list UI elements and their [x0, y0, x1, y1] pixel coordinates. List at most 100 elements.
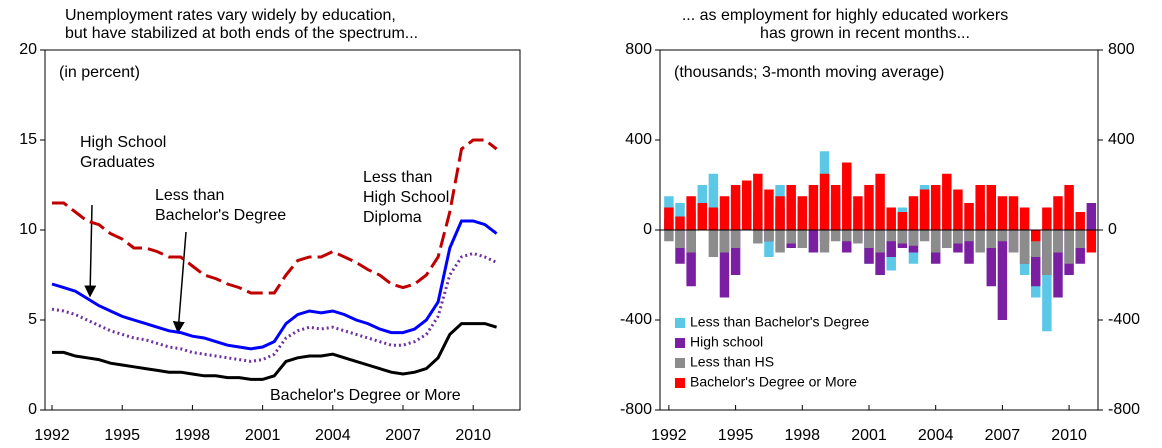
- bar: [819, 230, 830, 253]
- bar: [1053, 196, 1063, 230]
- legend-label: High school: [690, 334, 763, 350]
- chart-title: has grown in recent months...: [760, 25, 970, 42]
- bar: [897, 230, 908, 244]
- bar: [1042, 230, 1052, 332]
- arrow: [84, 204, 97, 298]
- arrow: [172, 231, 187, 334]
- y2-tick-label: 800: [1108, 41, 1135, 58]
- bar: [1008, 196, 1019, 230]
- bar: [830, 230, 841, 242]
- bar: [808, 230, 819, 253]
- bar: [741, 180, 752, 230]
- bar: [1031, 230, 1041, 287]
- bar: [1019, 230, 1030, 264]
- y-tick-label: 20: [19, 41, 37, 58]
- bar: [997, 230, 1008, 320]
- bar: [908, 196, 919, 230]
- x-tick-label: 2007: [385, 427, 421, 444]
- bar: [897, 212, 908, 230]
- bar: [1042, 230, 1052, 275]
- bar: [797, 230, 808, 248]
- y-tick-label: 5: [28, 311, 37, 328]
- bar: [719, 230, 730, 253]
- bar: [664, 230, 674, 242]
- x-tick-label: 2001: [851, 427, 887, 444]
- bar: [1053, 230, 1063, 253]
- y-tick-label: 15: [19, 131, 37, 148]
- bar: [1064, 185, 1074, 230]
- bar: [919, 230, 930, 242]
- bar: [953, 230, 963, 244]
- legend-swatch: [675, 338, 685, 348]
- bar: [1019, 207, 1030, 230]
- bar: [853, 230, 863, 244]
- bar: [1008, 230, 1019, 253]
- bar: [986, 230, 997, 248]
- bar: [908, 230, 919, 246]
- bar: [1064, 230, 1074, 264]
- bar: [964, 230, 974, 242]
- bar: [664, 207, 674, 230]
- bar: [953, 189, 963, 230]
- x-tick-label: 2001: [245, 427, 281, 444]
- bar: [864, 185, 874, 230]
- bar: [930, 185, 941, 230]
- bar: [842, 162, 852, 230]
- bar: [930, 230, 941, 253]
- y-tick-label: 800: [625, 41, 652, 58]
- line: [51, 219, 498, 351]
- y2-tick-label: -400: [1108, 311, 1140, 328]
- series-label: Less than Bachelor's Degree: [155, 187, 287, 224]
- x-tick-label: 2007: [985, 427, 1021, 444]
- bar: [964, 203, 974, 230]
- line: [52, 322, 498, 381]
- bar: [1086, 203, 1097, 230]
- bar: [886, 230, 896, 242]
- bar: [753, 230, 763, 244]
- x-tick-label: 1998: [784, 427, 820, 444]
- series-label: Less than High School Diploma: [363, 169, 450, 226]
- x-tick-label: 1998: [175, 427, 211, 444]
- line: [51, 251, 498, 363]
- bar: [1075, 230, 1085, 248]
- x-tick-label: 1995: [104, 427, 140, 444]
- plot-frame: [44, 49, 521, 411]
- bar: [964, 230, 974, 264]
- y-tick-label: 400: [625, 131, 652, 148]
- axis-note: (in percent): [59, 64, 140, 81]
- bar: [886, 230, 896, 257]
- bar: [730, 230, 741, 248]
- bar: [986, 230, 997, 287]
- bar: [1053, 230, 1063, 298]
- bar: [875, 230, 885, 253]
- bar: [719, 196, 730, 230]
- bar: [708, 230, 719, 257]
- y2-tick-label: 0: [1108, 221, 1117, 238]
- bar: [975, 230, 985, 253]
- bar: [686, 230, 696, 253]
- bar: [830, 185, 841, 230]
- bar: [975, 185, 985, 230]
- bar: [853, 196, 863, 230]
- y2-tick-label: 400: [1108, 131, 1135, 148]
- y2-tick-label: -800: [1108, 401, 1140, 418]
- bar: [942, 173, 952, 230]
- bar: [686, 196, 696, 230]
- y-tick-label: -400: [620, 311, 652, 328]
- bar: [786, 185, 796, 230]
- bar: [697, 203, 707, 230]
- bar: [730, 230, 741, 275]
- chart-title: Unemployment rates vary widely by educat…: [65, 7, 396, 24]
- bar: [719, 230, 730, 298]
- legend-label: Less than HS: [690, 354, 774, 370]
- x-tick-label: 2004: [918, 427, 954, 444]
- bar: [675, 216, 685, 230]
- bar: [708, 173, 719, 230]
- bar: [797, 196, 808, 230]
- bar: [764, 189, 774, 230]
- bar: [675, 230, 685, 248]
- bar: [1031, 230, 1041, 242]
- y-tick-label: 0: [28, 401, 37, 418]
